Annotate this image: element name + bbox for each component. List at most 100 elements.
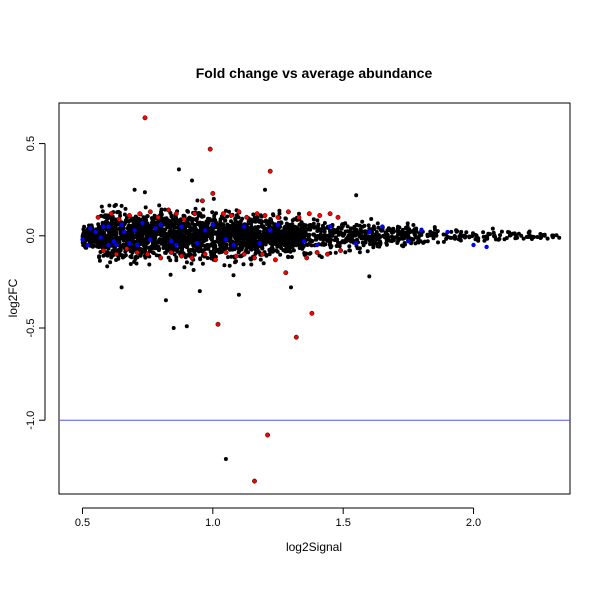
data-point bbox=[96, 222, 101, 227]
data-point bbox=[96, 245, 101, 249]
data-point bbox=[274, 228, 279, 233]
data-point bbox=[360, 219, 365, 224]
data-point bbox=[223, 237, 229, 242]
data-point bbox=[206, 216, 210, 221]
data-point bbox=[338, 248, 344, 253]
data-point bbox=[119, 285, 124, 290]
data-point bbox=[269, 239, 274, 244]
data-point bbox=[294, 225, 299, 230]
data-point bbox=[145, 228, 150, 233]
data-point bbox=[145, 251, 151, 257]
data-point bbox=[157, 226, 162, 231]
data-point bbox=[464, 230, 469, 235]
data-point bbox=[545, 236, 550, 241]
data-point bbox=[138, 253, 143, 258]
data-point bbox=[291, 237, 296, 242]
data-point bbox=[434, 233, 439, 238]
data-point bbox=[293, 234, 297, 239]
data-point bbox=[251, 212, 256, 217]
data-point bbox=[354, 193, 359, 198]
data-point bbox=[114, 227, 119, 231]
data-point bbox=[179, 253, 184, 259]
data-point bbox=[149, 225, 154, 230]
data-point bbox=[85, 242, 90, 248]
data-point bbox=[296, 214, 302, 220]
data-point bbox=[499, 229, 504, 234]
data-point bbox=[311, 217, 316, 222]
data-point bbox=[309, 310, 315, 316]
data-point bbox=[127, 227, 132, 232]
data-point bbox=[227, 239, 232, 243]
x-axis-label: log2Signal bbox=[286, 540, 342, 554]
data-point bbox=[267, 168, 273, 174]
data-point bbox=[363, 229, 368, 234]
data-point bbox=[306, 211, 312, 217]
data-point bbox=[277, 208, 282, 213]
data-point bbox=[210, 228, 214, 233]
data-point bbox=[250, 244, 255, 249]
data-point bbox=[365, 249, 370, 254]
data-point bbox=[272, 238, 277, 243]
data-point bbox=[246, 219, 251, 224]
data-point bbox=[216, 224, 221, 229]
data-point bbox=[535, 235, 540, 239]
data-point bbox=[215, 232, 220, 237]
data-point bbox=[396, 230, 401, 235]
data-point bbox=[314, 225, 319, 230]
data-point bbox=[265, 222, 270, 227]
data-point bbox=[113, 251, 119, 257]
data-point bbox=[130, 250, 135, 255]
data-point bbox=[182, 265, 187, 270]
data-point bbox=[99, 204, 104, 209]
chart-title: Fold change vs average abundance bbox=[196, 65, 433, 81]
data-point bbox=[327, 224, 333, 229]
data-point bbox=[184, 260, 189, 265]
data-point bbox=[347, 244, 352, 249]
data-point bbox=[282, 226, 287, 230]
data-point bbox=[173, 211, 179, 217]
data-point bbox=[471, 242, 476, 248]
data-point bbox=[279, 229, 284, 234]
data-point bbox=[168, 239, 174, 244]
data-point bbox=[261, 261, 266, 266]
data-point bbox=[355, 230, 360, 235]
data-point bbox=[504, 236, 509, 240]
y-tick-label: 0.0 bbox=[25, 228, 37, 243]
data-point bbox=[244, 214, 250, 220]
data-point bbox=[153, 226, 158, 231]
data-point bbox=[233, 253, 239, 259]
data-point bbox=[129, 232, 134, 236]
data-point bbox=[228, 213, 234, 218]
data-point bbox=[357, 250, 362, 255]
data-point bbox=[484, 244, 489, 250]
data-point bbox=[373, 232, 378, 237]
data-point bbox=[153, 220, 158, 225]
data-point bbox=[151, 251, 156, 256]
data-point bbox=[354, 241, 359, 246]
data-point bbox=[119, 222, 124, 227]
data-point bbox=[335, 214, 341, 220]
data-point bbox=[288, 249, 293, 254]
data-point bbox=[121, 242, 126, 247]
data-point bbox=[132, 240, 137, 244]
data-point bbox=[432, 225, 437, 230]
data-point bbox=[529, 237, 534, 241]
data-point bbox=[122, 229, 127, 235]
data-point bbox=[142, 237, 147, 242]
data-point bbox=[208, 249, 213, 254]
data-point bbox=[156, 240, 161, 245]
data-point bbox=[154, 246, 159, 251]
data-point bbox=[395, 224, 400, 229]
data-point bbox=[195, 245, 200, 250]
data-point bbox=[102, 238, 107, 243]
data-point bbox=[227, 209, 231, 214]
data-point bbox=[223, 457, 228, 461]
data-point bbox=[334, 237, 339, 242]
data-point bbox=[132, 187, 137, 192]
data-point bbox=[101, 214, 106, 219]
data-point bbox=[419, 233, 424, 237]
data-point bbox=[255, 235, 260, 239]
data-point bbox=[308, 223, 313, 228]
data-point bbox=[159, 230, 164, 235]
data-point bbox=[283, 216, 288, 221]
